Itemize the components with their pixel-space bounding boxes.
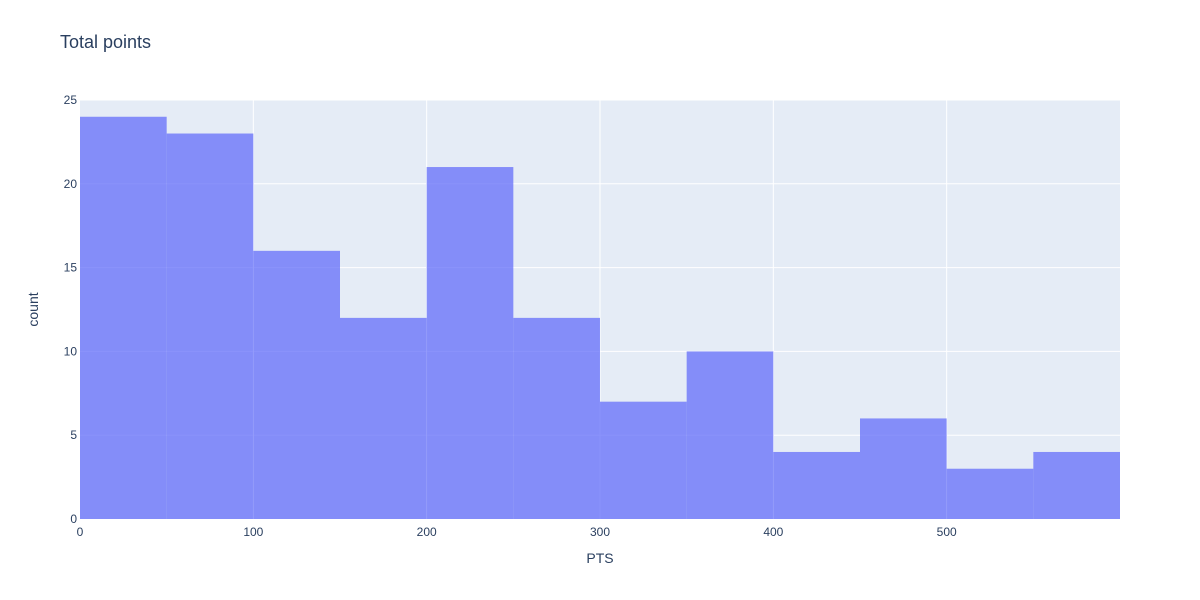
y-axis-title: count: [25, 292, 41, 326]
y-tick-label: 25: [64, 93, 78, 107]
x-tick-label: 400: [763, 525, 783, 539]
y-tick-label: 5: [70, 428, 77, 442]
y-tick-label: 0: [70, 512, 77, 526]
x-tick-label: 200: [417, 525, 437, 539]
histogram-bar: [253, 250, 340, 519]
x-axis-title: PTS: [586, 550, 613, 566]
chart-title: Total points: [60, 32, 152, 52]
x-tick-label: 300: [590, 525, 610, 539]
x-tick-label: 100: [243, 525, 263, 539]
x-tick-label: 0: [77, 525, 84, 539]
histogram-bar: [340, 317, 427, 519]
y-tick-label: 20: [64, 177, 78, 191]
histogram-bar: [600, 401, 687, 519]
histogram-bar: [946, 468, 1034, 519]
bars: [80, 116, 1120, 520]
histogram-bar: [773, 451, 860, 519]
histogram-bar: [860, 418, 947, 519]
histogram-bar: [80, 116, 167, 519]
y-axis-ticks: 0 5 10 15 20 25: [64, 93, 78, 526]
histogram-bar: [513, 317, 600, 519]
histogram-bar: [166, 133, 254, 519]
y-tick-label: 15: [64, 261, 78, 275]
y-tick-label: 10: [64, 344, 78, 358]
x-axis-ticks: 0 100 200 300 400 500: [77, 525, 957, 539]
x-tick-label: 500: [937, 525, 957, 539]
histogram-bar: [426, 167, 514, 520]
histogram-bar: [1033, 451, 1120, 519]
histogram-bar: [686, 351, 774, 519]
